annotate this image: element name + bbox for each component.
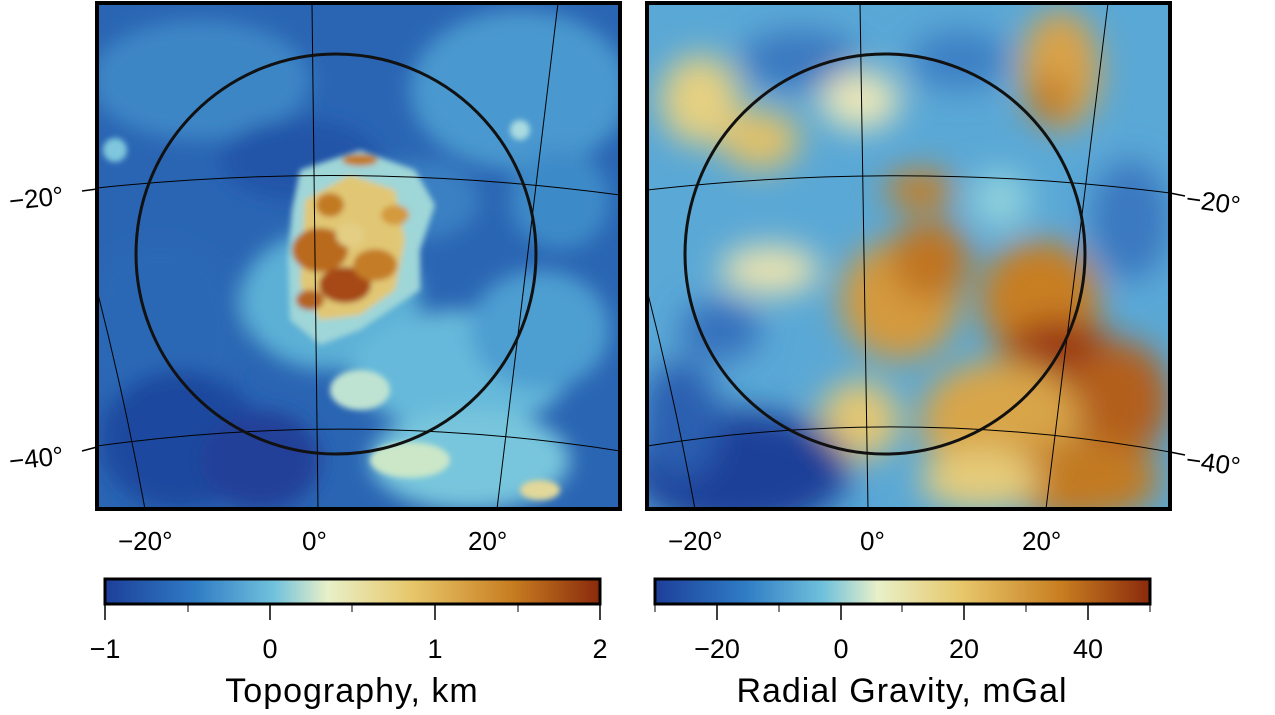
gravity-colorbar-label: Radial Gravity, mGal [736,672,1067,710]
latitude-ticks [81,188,1186,456]
lon-label-right-20: 20° [1022,526,1061,556]
topo-tick-1: 1 [427,634,442,664]
lat-label-left-40: −40° [7,440,64,476]
lon-label-left-0: 0° [302,526,327,556]
topo-tick-0: 0 [262,634,277,664]
topography-colorbar [103,577,602,620]
grav-tick-0: 0 [833,634,848,664]
grav-tick-40: 40 [1073,634,1103,664]
lon-label-left-minus20: −20° [118,526,173,556]
gravity-map [647,3,1170,509]
grav-tick-20: 20 [949,634,979,664]
topography-map-frame [95,1,622,511]
lat-label-left-20: −20° [7,180,64,216]
lat-label-right-40: −40° [1184,444,1242,481]
lon-label-left-20: 20° [468,526,507,556]
lon-label-right-0: 0° [860,526,885,556]
gravity-graticule [646,2,1171,510]
gravity-map-frame [645,1,1172,511]
topo-tick-minus1: −1 [90,634,121,664]
topography-graticule [96,2,621,510]
topography-colorbar-label: Topography, km [225,672,478,710]
lat-label-right-20: −20° [1184,183,1242,220]
topography-region-circle [134,52,538,456]
topography-map [97,3,620,509]
gravity-colorbar [653,577,1152,620]
gravity-region-circle [683,52,1087,456]
grav-tick-minus20: −20 [694,634,740,664]
lon-label-right-minus20: −20° [668,526,723,556]
topo-tick-2: 2 [592,634,607,664]
